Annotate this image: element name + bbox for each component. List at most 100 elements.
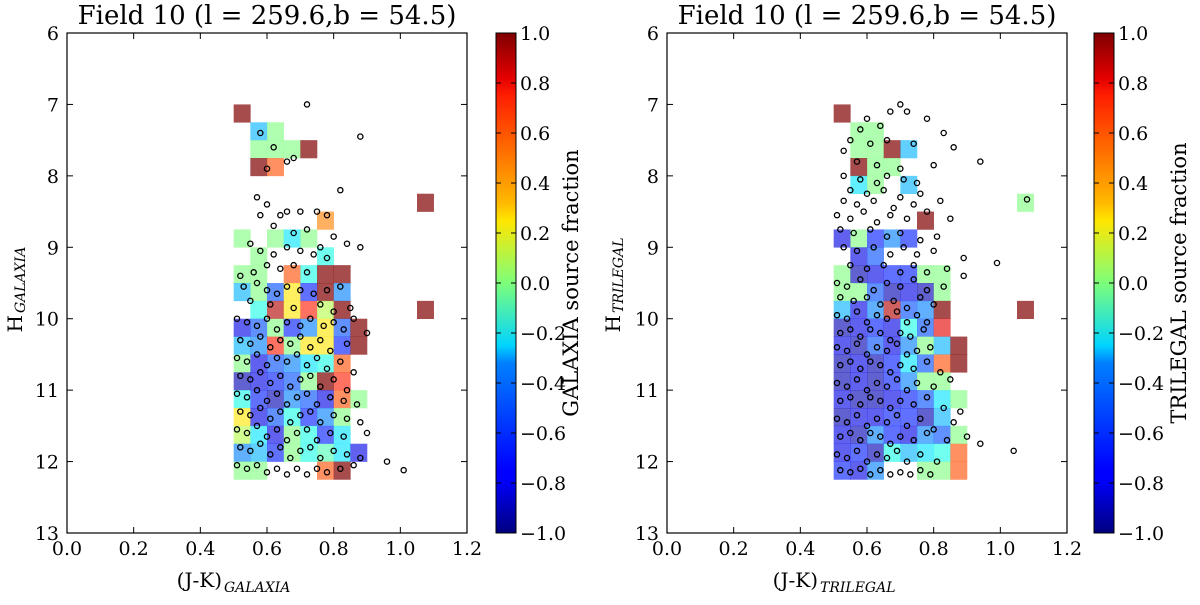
galaxia-heatmap-cell — [267, 158, 284, 177]
galaxia-x-tick-label: 0.4 — [185, 538, 215, 560]
galaxia-heatmap-cell — [250, 140, 268, 159]
trilegal-heatmap-cell — [933, 390, 951, 409]
trilegal-heatmap-cell — [933, 300, 951, 320]
trilegal-heatmap-cell — [917, 300, 934, 320]
galaxia-scatter-point — [303, 361, 311, 369]
galaxia-heatmap-cell — [317, 372, 334, 391]
galaxia-scatter-point — [277, 336, 284, 344]
galaxia-scatter-point — [287, 340, 294, 347]
galaxia-scatter-point — [347, 304, 354, 312]
galaxia-scatter-point — [237, 336, 244, 344]
trilegal-scatter-point — [883, 383, 891, 390]
galaxia-scatter-point — [283, 283, 291, 290]
galaxia-scatter-point — [330, 376, 337, 383]
galaxia-scatter-point — [273, 326, 281, 333]
trilegal-heatmap-cell — [833, 372, 851, 391]
trilegal-scatter-point — [873, 344, 881, 351]
galaxia-scatter-point — [233, 461, 241, 469]
galaxia-colorbar-tick-label: 0.6 — [520, 123, 550, 145]
trilegal-scatter-point — [840, 172, 847, 180]
trilegal-heatmap-cell — [883, 140, 901, 159]
trilegal-scatter-point — [917, 236, 924, 244]
galaxia-x-tick-label: 0.8 — [319, 538, 349, 560]
galaxia-scatter-point — [283, 401, 291, 408]
galaxia-scatter-point — [357, 244, 364, 251]
trilegal-scatter-point — [897, 229, 904, 237]
trilegal-scatter-point — [837, 466, 844, 474]
trilegal-heatmap-cell — [883, 318, 901, 337]
trilegal-scatter-point — [883, 454, 891, 462]
galaxia-scatter-point — [323, 469, 331, 476]
trilegal-scatter-point — [833, 211, 841, 219]
galaxia-scatter-point — [243, 394, 251, 401]
trilegal-scatter-point — [897, 329, 904, 337]
trilegal-scatter-point — [847, 186, 854, 194]
galaxia-scatter-point — [303, 471, 311, 478]
galaxia-scatter-point — [247, 340, 254, 347]
trilegal-heatmap-cell — [883, 390, 901, 409]
trilegal-scatter-point — [887, 471, 894, 478]
trilegal-scatter-point — [910, 365, 917, 372]
trilegal-scatter-point — [883, 136, 891, 144]
galaxia-scatter-point — [310, 290, 317, 297]
galaxia-y-tick-label: 8 — [47, 166, 59, 188]
trilegal-scatter-point — [930, 426, 937, 433]
trilegal-scatter-point — [923, 358, 931, 365]
trilegal-scatter-point — [863, 294, 871, 301]
galaxia-scatter-point — [303, 426, 311, 433]
galaxia-scatter-point — [257, 129, 264, 137]
galaxia-heatmap-cell — [267, 336, 284, 355]
galaxia-scatter-point — [277, 408, 284, 415]
galaxia-scatter-point — [340, 326, 347, 333]
trilegal-colorbar-tick-label: −0.2 — [1118, 323, 1164, 345]
trilegal-scatter-point — [843, 315, 851, 322]
trilegal-scatter-point — [913, 251, 921, 258]
trilegal-scatter-point — [847, 215, 854, 222]
galaxia-scatter-point — [307, 372, 314, 380]
trilegal-scatter-point — [930, 247, 937, 255]
trilegal-scatter-point — [897, 469, 904, 476]
trilegal-heatmap-cell — [933, 318, 951, 337]
galaxia-scatter-point — [330, 233, 337, 240]
trilegal-colorbar-ticks: 1.0 0.8 0.6 0.4 0.2 0.0 −0.2 −0.4 −0.6 −0.8 −1.0 — [1094, 23, 1164, 545]
galaxia-heatmap-cell — [250, 443, 268, 462]
trilegal-scatter-point — [1010, 447, 1017, 455]
trilegal-colorbar-label: TRILEGAL source fraction — [1167, 142, 1191, 423]
galaxia-heatmap-cell — [300, 318, 318, 337]
trilegal-scatter-point — [847, 469, 854, 476]
trilegal-colorbar-tick-label: 1.0 — [1118, 23, 1148, 45]
trilegal-scatter-point — [923, 115, 931, 122]
trilegal-heatmap-cell — [1017, 193, 1034, 212]
trilegal-scatter-point — [867, 226, 874, 233]
trilegal-scatter-point — [870, 197, 877, 205]
trilegal-y-tick-label: 6 — [647, 23, 659, 45]
galaxia-scatter-point — [323, 365, 331, 372]
trilegal-scatter-point — [950, 144, 957, 151]
galaxia-scatter-point — [310, 251, 317, 258]
galaxia-heatmap-cell — [233, 104, 251, 123]
trilegal-scatter-point — [863, 422, 871, 430]
galaxia-scatter-point — [307, 315, 314, 322]
trilegal-y-tick-label: 8 — [647, 166, 659, 188]
galaxia-scatter-point — [253, 422, 261, 430]
galaxia-scatter-point — [297, 411, 304, 419]
trilegal-heatmap-cell — [867, 300, 884, 320]
galaxia-colorbar-label: GALAXIA source fraction — [559, 149, 583, 416]
trilegal-heatmap-cell — [933, 336, 951, 355]
trilegal-scatter-point — [863, 115, 871, 122]
galaxia-scatter-point — [253, 386, 261, 394]
trilegal-scatter-point — [863, 351, 871, 358]
trilegal-scatter-point — [927, 344, 934, 351]
trilegal-heatmap-cells — [833, 104, 1034, 480]
galaxia-colorbar-tick-label: −0.2 — [520, 323, 566, 345]
trilegal-scatter-point — [910, 401, 917, 408]
galaxia-heatmap-cell — [300, 140, 318, 159]
galaxia-heatmap-cell — [267, 300, 284, 320]
galaxia-scatter-point — [327, 347, 334, 355]
galaxia-heatmap-cell — [250, 354, 268, 373]
galaxia-scatter-point — [330, 308, 337, 315]
trilegal-scatter-point — [857, 126, 864, 133]
galaxia-scatter-point — [253, 461, 261, 469]
galaxia-scatter-point — [317, 419, 324, 426]
galaxia-scatter-point — [400, 466, 407, 474]
